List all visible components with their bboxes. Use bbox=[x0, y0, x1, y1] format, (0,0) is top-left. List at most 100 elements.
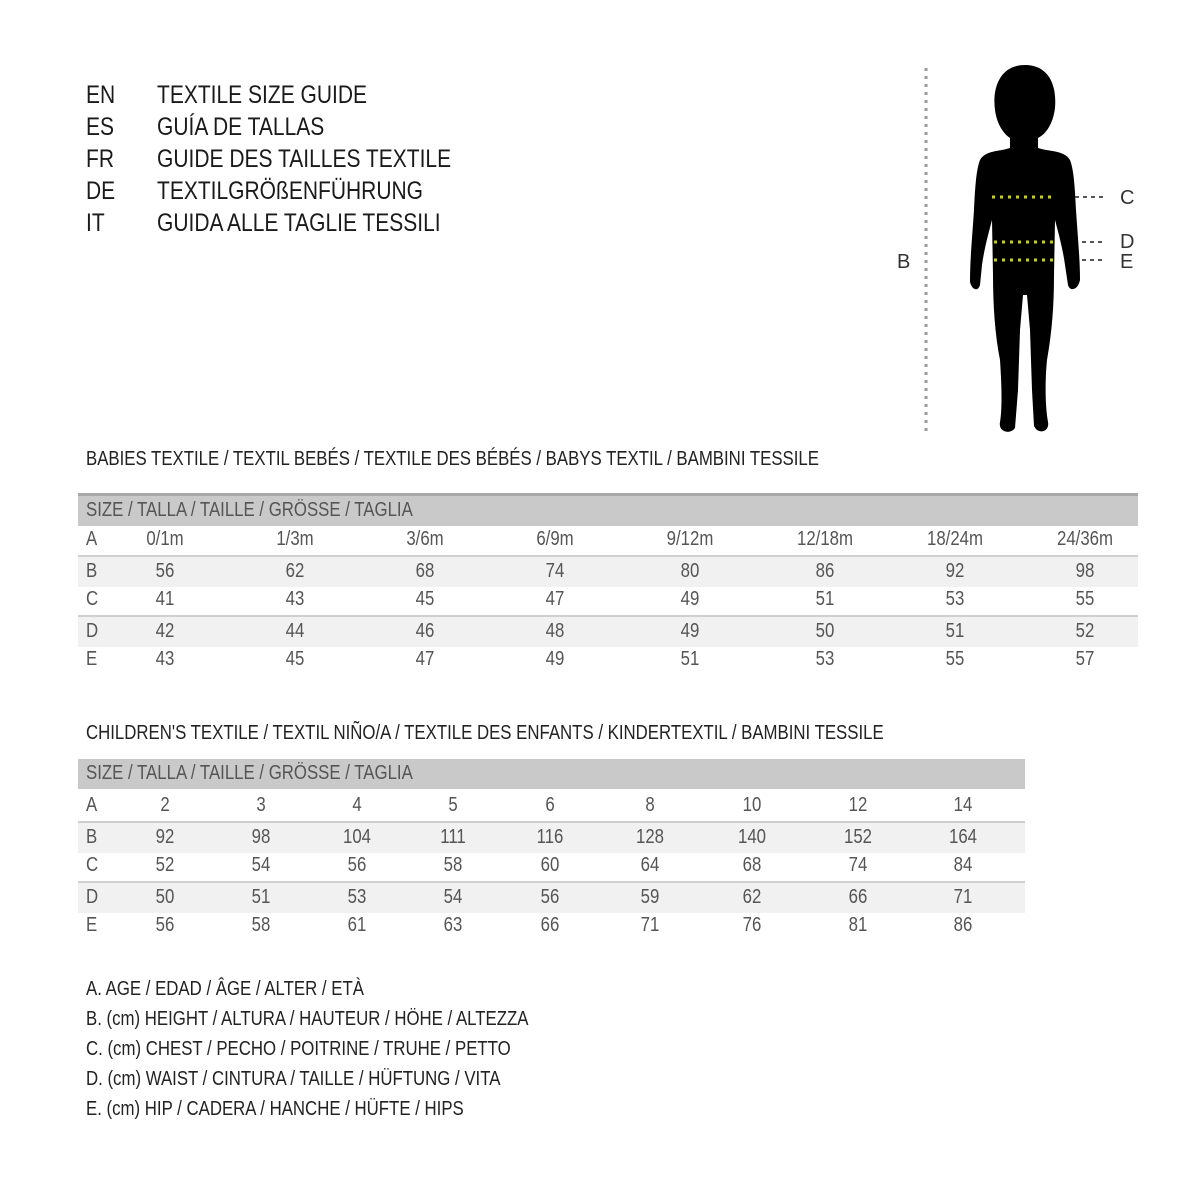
table-row: D 42 44 46 48 49 50 51 52 bbox=[78, 615, 1138, 647]
guide-title: TEXTILGRÖßENFÜHRUNG bbox=[157, 177, 424, 205]
table-cell: 41 bbox=[155, 588, 175, 610]
legend-item: C. (cm) CHEST / PECHO / POITRINE / TRUHE… bbox=[86, 1038, 511, 1060]
guide-title: GUÍA DE TALLAS bbox=[157, 113, 325, 141]
label-b: B bbox=[897, 251, 910, 273]
guide-title: TEXTILE SIZE GUIDE bbox=[157, 81, 368, 109]
table-cell: 86 bbox=[953, 914, 973, 936]
table-row: D 50 51 53 54 56 59 62 66 71 bbox=[78, 881, 1025, 913]
label-c: C bbox=[1120, 187, 1134, 209]
table-row: A 2 3 4 5 6 8 10 12 14 bbox=[78, 791, 1025, 821]
table-cell: 56 bbox=[155, 914, 175, 936]
row-label: B bbox=[86, 560, 98, 582]
table-cell: 54 bbox=[251, 854, 271, 876]
guide-title: GUIDE DES TAILLES TEXTILE bbox=[157, 145, 452, 173]
table-cell: 56 bbox=[540, 886, 560, 908]
table-cell: 81 bbox=[848, 914, 868, 936]
lang-code: FR bbox=[86, 145, 114, 173]
table-cell: 76 bbox=[742, 914, 762, 936]
table-cell: 98 bbox=[1075, 560, 1095, 582]
table-cell: 48 bbox=[545, 620, 565, 642]
table-cell: 56 bbox=[155, 560, 175, 582]
table-cell: 92 bbox=[945, 560, 965, 582]
table-cell: 58 bbox=[443, 854, 463, 876]
table-cell: 2 bbox=[160, 794, 170, 816]
children-section-title: CHILDREN'S TEXTILE / TEXTIL NIÑO/A / TEX… bbox=[86, 722, 884, 744]
table-row: B 92 98 104 111 116 128 140 152 164 bbox=[78, 821, 1025, 853]
babies-section-title: BABIES TEXTILE / TEXTIL BEBÉS / TEXTILE … bbox=[86, 448, 819, 470]
lang-code: EN bbox=[86, 81, 116, 109]
row-label: C bbox=[86, 588, 99, 610]
size-header-label: SIZE / TALLA / TAILLE / GRÖSSE / TAGLIA bbox=[86, 762, 413, 784]
table-cell: 51 bbox=[251, 886, 271, 908]
table-cell: 47 bbox=[415, 648, 435, 670]
table-cell: 14 bbox=[953, 794, 973, 816]
table-cell: 68 bbox=[415, 560, 435, 582]
table-cell: 71 bbox=[953, 886, 973, 908]
table-cell: 45 bbox=[285, 648, 305, 670]
table-cell: 53 bbox=[347, 886, 367, 908]
table-cell: 66 bbox=[848, 886, 868, 908]
table-cell: 53 bbox=[945, 588, 965, 610]
lang-code: DE bbox=[86, 177, 116, 205]
table-cell: 51 bbox=[815, 588, 835, 610]
table-cell: 164 bbox=[948, 826, 978, 848]
table-row: C 41 43 45 47 49 51 53 55 bbox=[78, 585, 1138, 615]
table-cell: 84 bbox=[953, 854, 973, 876]
table-cell: 98 bbox=[251, 826, 271, 848]
label-d: D bbox=[1120, 231, 1134, 253]
table-cell: 128 bbox=[635, 826, 665, 848]
table-cell: 10 bbox=[742, 794, 762, 816]
table-cell: 43 bbox=[285, 588, 305, 610]
table-cell: 62 bbox=[285, 560, 305, 582]
table-cell: 50 bbox=[155, 886, 175, 908]
table-cell: 59 bbox=[640, 886, 660, 908]
table-cell: 63 bbox=[443, 914, 463, 936]
label-e: E bbox=[1120, 251, 1133, 273]
table-cell: 86 bbox=[815, 560, 835, 582]
table-cell: 140 bbox=[737, 826, 767, 848]
table-cell: 9/12m bbox=[666, 528, 714, 550]
row-label: A bbox=[86, 528, 98, 550]
table-cell: 46 bbox=[415, 620, 435, 642]
table-cell: 57 bbox=[1075, 648, 1095, 670]
legend-item: E. (cm) HIP / CADERA / HANCHE / HÜFTE / … bbox=[86, 1098, 464, 1120]
table-row: E 56 58 61 63 66 71 76 81 86 bbox=[78, 911, 1025, 941]
table-cell: 49 bbox=[680, 620, 700, 642]
table-cell: 152 bbox=[843, 826, 873, 848]
table-cell: 60 bbox=[540, 854, 560, 876]
table-cell: 51 bbox=[680, 648, 700, 670]
table-cell: 55 bbox=[945, 648, 965, 670]
table-cell: 24/36m bbox=[1056, 528, 1114, 550]
lang-code: IT bbox=[86, 209, 105, 237]
table-cell: 12/18m bbox=[796, 528, 854, 550]
table-cell: 1/3m bbox=[276, 528, 314, 550]
table-cell: 12 bbox=[848, 794, 868, 816]
table-cell: 92 bbox=[155, 826, 175, 848]
table-cell: 8 bbox=[645, 794, 655, 816]
table-cell: 116 bbox=[536, 826, 564, 848]
table-cell: 68 bbox=[742, 854, 762, 876]
table-cell: 55 bbox=[1075, 588, 1095, 610]
table-cell: 18/24m bbox=[926, 528, 984, 550]
table-row: A 0/1m 1/3m 3/6m 6/9m 9/12m 12/18m 18/24m 24/36m bbox=[78, 525, 1138, 555]
row-label: E bbox=[86, 648, 98, 670]
table-cell: 80 bbox=[680, 560, 700, 582]
legend-item: A. AGE / EDAD / ÂGE / ALTER / ETÀ bbox=[86, 978, 364, 1000]
row-label: A bbox=[86, 794, 98, 816]
table-cell: 47 bbox=[545, 588, 565, 610]
table-cell: 4 bbox=[352, 794, 362, 816]
table-cell: 61 bbox=[347, 914, 367, 936]
size-header-label: SIZE / TALLA / TAILLE / GRÖSSE / TAGLIA bbox=[86, 499, 413, 521]
table-cell: 50 bbox=[815, 620, 835, 642]
row-label: D bbox=[86, 886, 99, 908]
table-cell: 66 bbox=[540, 914, 560, 936]
table-cell: 44 bbox=[285, 620, 305, 642]
table-cell: 5 bbox=[448, 794, 458, 816]
size-header-bar: SIZE / TALLA / TAILLE / GRÖSSE / TAGLIA bbox=[78, 759, 1025, 789]
table-cell: 45 bbox=[415, 588, 435, 610]
legend-item: D. (cm) WAIST / CINTURA / TAILLE / HÜFTU… bbox=[86, 1068, 501, 1090]
table-cell: 62 bbox=[742, 886, 762, 908]
size-header-bar: SIZE / TALLA / TAILLE / GRÖSSE / TAGLIA bbox=[78, 493, 1138, 526]
lang-code: ES bbox=[86, 113, 115, 141]
